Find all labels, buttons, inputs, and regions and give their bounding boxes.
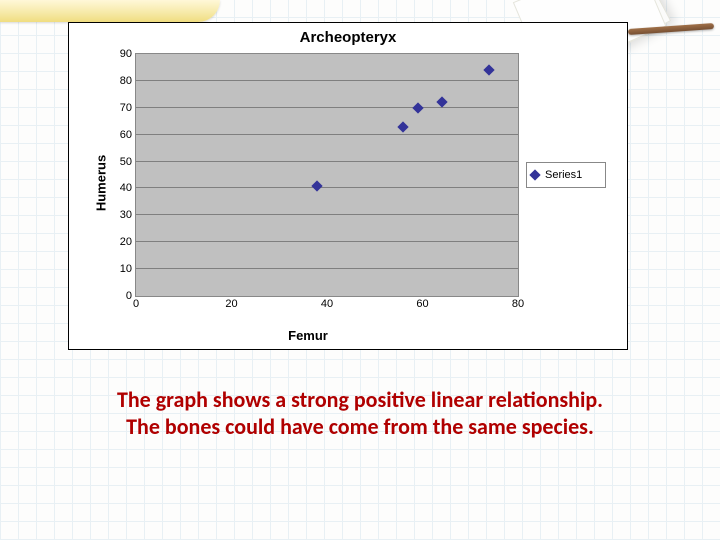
x-tick-label: 20 [225, 298, 237, 310]
y-tick-label: 70 [120, 102, 132, 114]
caption-line-2: The bones could have come from the same … [40, 413, 680, 440]
gridline [136, 107, 518, 108]
gridline [136, 241, 518, 242]
y-tick-label: 40 [120, 182, 132, 194]
caption: The graph shows a strong positive linear… [40, 386, 680, 441]
gridline [136, 134, 518, 135]
gridline [136, 187, 518, 188]
gridline [136, 80, 518, 81]
chart-body: Humerus Series1 010203040506070809002040… [89, 53, 615, 313]
x-tick-label: 0 [133, 298, 139, 310]
y-tick-label: 20 [120, 236, 132, 248]
y-tick-label: 30 [120, 209, 132, 221]
legend-marker-icon [529, 169, 540, 180]
legend-series-label: Series1 [545, 169, 582, 181]
slide: Archeopteryx Humerus Series1 01020304050… [0, 0, 720, 540]
chart-container: Archeopteryx Humerus Series1 01020304050… [68, 22, 628, 350]
gridline [136, 214, 518, 215]
x-tick-label: 40 [321, 298, 333, 310]
plot-wrap: Series1 0102030405060708090020406080 [135, 53, 519, 313]
x-axis-label: Femur [89, 328, 527, 343]
plot-area: Series1 0102030405060708090020406080 [135, 53, 519, 297]
y-tick-label: 50 [120, 156, 132, 168]
y-tick-label: 90 [120, 48, 132, 60]
data-point [312, 180, 323, 191]
caption-line-1: The graph shows a strong positive linear… [40, 386, 680, 413]
x-tick-label: 60 [416, 298, 428, 310]
y-tick-label: 0 [126, 290, 132, 302]
y-tick-label: 80 [120, 75, 132, 87]
decorative-accent [0, 0, 220, 22]
data-point [398, 121, 409, 132]
x-tick-label: 80 [512, 298, 524, 310]
data-point [412, 102, 423, 113]
gridline [136, 161, 518, 162]
legend: Series1 [526, 162, 606, 188]
y-tick-label: 10 [120, 263, 132, 275]
y-axis-label: Humerus [94, 155, 109, 211]
gridline [136, 268, 518, 269]
chart-title: Archeopteryx [69, 23, 627, 46]
data-point [484, 64, 495, 75]
y-tick-label: 60 [120, 129, 132, 141]
